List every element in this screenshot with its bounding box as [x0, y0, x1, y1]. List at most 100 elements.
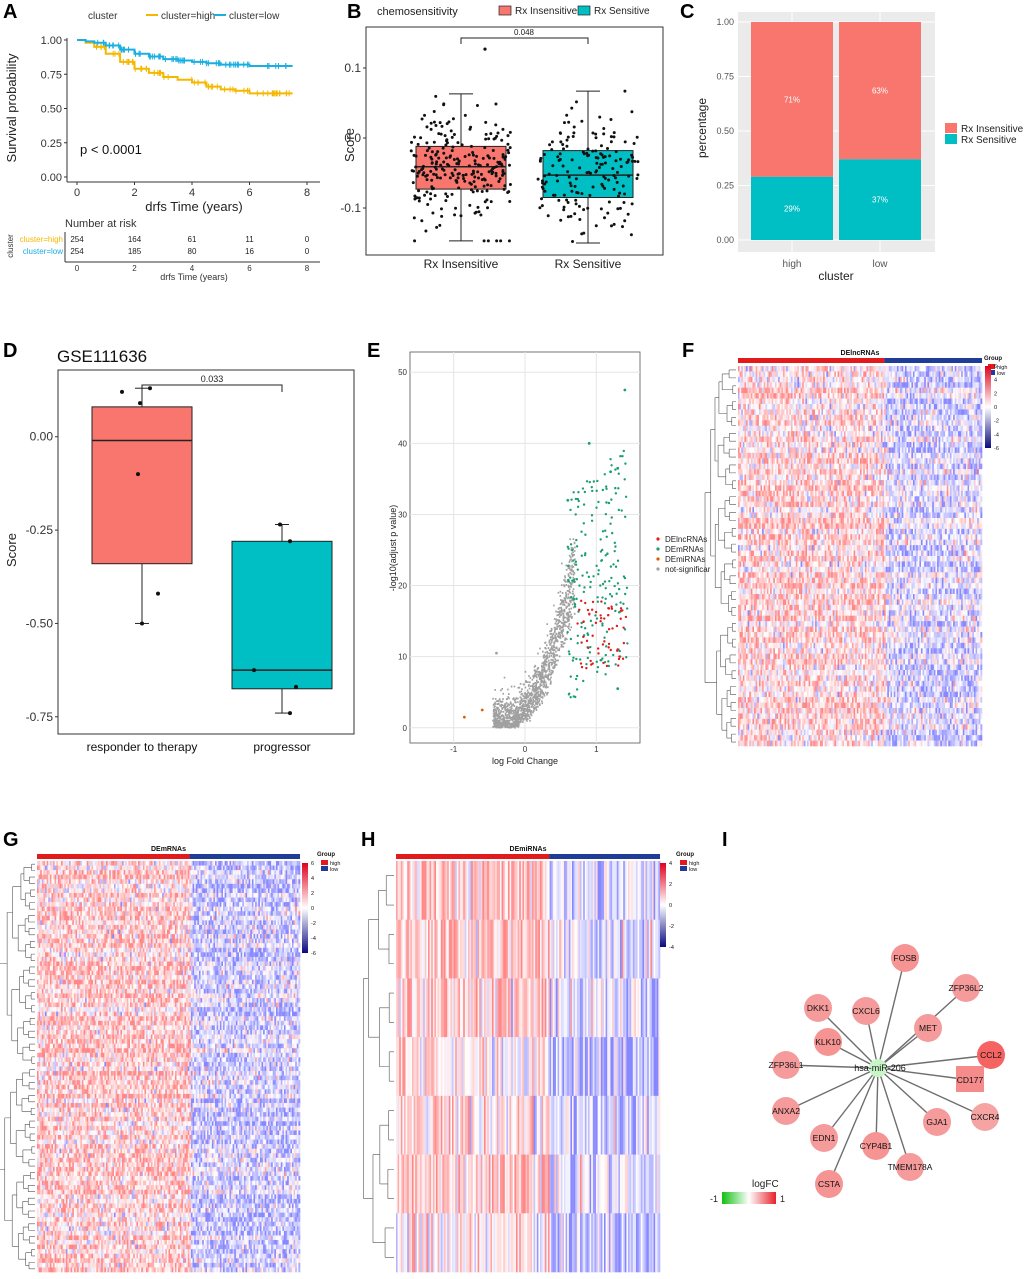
- data-point: [148, 386, 152, 390]
- panel-label-d: D: [3, 340, 17, 362]
- panel-label-h: H: [361, 829, 375, 851]
- legend-swatch: [499, 6, 511, 15]
- heatmap-cell: [980, 382, 982, 388]
- legend-label: DEmRNAs: [665, 545, 704, 554]
- heatmap-cell: [980, 453, 982, 459]
- panel-label-b: B: [347, 1, 361, 23]
- legend-dot: [656, 547, 659, 550]
- heatmap-cell: [980, 366, 982, 372]
- legend-label: DEmiRNAs: [665, 555, 705, 564]
- heatmap-cell: [980, 415, 982, 421]
- y-tick-label: 20: [398, 582, 407, 591]
- risk-cell: 11: [245, 235, 254, 244]
- legend-title: chemosensitivity: [377, 6, 458, 18]
- x-tick-label: 0: [74, 187, 80, 199]
- heatmap-cell: [980, 388, 982, 394]
- x-tick-label: 2: [131, 187, 137, 199]
- highlight-point: [609, 470, 612, 473]
- heatmap-title: DElncRNAs: [841, 350, 880, 357]
- heatmap-cell: [980, 404, 982, 410]
- p-value: 0.048: [514, 28, 535, 37]
- heatmap-cell: [980, 393, 982, 399]
- data-point: [294, 685, 298, 689]
- highlight-point: [481, 709, 484, 712]
- y-axis-label: percentage: [695, 98, 709, 158]
- heatmap-cell: [980, 464, 982, 470]
- y-tick-label: -0.50: [26, 616, 54, 630]
- legend-dot: [656, 567, 659, 570]
- legend-label: Rx Sensitive: [594, 6, 650, 17]
- y-tick-label: 0.75: [716, 72, 734, 82]
- y-tick-label: 0.00: [30, 430, 54, 444]
- panel-label-e: E: [367, 340, 380, 362]
- risk-cell: 16: [245, 247, 254, 256]
- legend-swatch: [945, 123, 957, 133]
- x-tick-label: 8: [304, 187, 310, 199]
- heatmap-cell: [980, 409, 982, 415]
- risk-x-tick-label: 0: [75, 264, 80, 273]
- panel-label-i: I: [722, 829, 728, 851]
- risk-cell: 254: [70, 235, 84, 244]
- y-tick-label: 50: [398, 368, 407, 377]
- heatmap-cell: [980, 529, 982, 535]
- y-tick-label: 0.25: [41, 138, 62, 150]
- x-tick-label: 4: [189, 187, 195, 199]
- heatmap-cell: [980, 518, 982, 524]
- box-progressor: [232, 541, 332, 688]
- y-tick-label: 10: [398, 653, 407, 662]
- legend-label: Rx Insensitive: [961, 124, 1024, 135]
- group-bar-low: [884, 358, 982, 363]
- risk-cell: 164: [128, 235, 142, 244]
- x-tick-label: high: [783, 259, 802, 270]
- heatmap-cell: [980, 475, 982, 481]
- y-tick-label: 0.25: [716, 181, 734, 191]
- x-tick-label: 1: [594, 745, 599, 754]
- x-tick-label: progressor: [253, 740, 310, 754]
- heatmap-cell: [980, 399, 982, 405]
- legend-title: cluster: [88, 11, 118, 22]
- x-tick-label: Rx Sensitive: [555, 257, 622, 271]
- data-point: [136, 472, 140, 476]
- y-axis-label: Survival probability: [4, 53, 19, 163]
- y-tick-label: 30: [398, 510, 407, 519]
- y-tick-label: 0: [403, 724, 408, 733]
- legend-label: DElncRNAs: [665, 535, 707, 544]
- y-axis-label: -log10(adjust p value): [388, 505, 398, 592]
- panel-c-stacked-bar: 0.000.250.500.751.0071%29%high63%37%lowc…: [695, 12, 1024, 283]
- censor-marks-low: [98, 40, 286, 69]
- legend-label: cluster=low: [229, 11, 280, 22]
- highlight-point: [566, 499, 569, 502]
- risk-cell: 254: [70, 247, 84, 256]
- risk-table-title: Number at risk: [65, 218, 137, 230]
- panel-d-boxplot: GSE1116360.00-0.25-0.50-0.75Scorerespond…: [4, 347, 354, 754]
- risk-cell: 61: [188, 235, 197, 244]
- panel-label-g: G: [3, 829, 19, 851]
- heatmap-cell: [980, 447, 982, 453]
- x-tick-label: low: [872, 259, 888, 270]
- highlight-point: [463, 716, 466, 719]
- group-bar-high: [738, 358, 884, 363]
- y-axis-label: Score: [4, 533, 19, 567]
- x-tick-label: 0: [523, 745, 528, 754]
- heatmap-cells: [738, 366, 982, 746]
- heatmap-cell: [980, 496, 982, 502]
- risk-row-label: cluster=low: [23, 247, 63, 256]
- x-axis-label: cluster: [818, 269, 853, 283]
- legend-swatch: [578, 6, 590, 15]
- y-tick-label: 0.50: [716, 126, 734, 136]
- data-point: [138, 401, 142, 405]
- heatmap-cell: [980, 431, 982, 437]
- risk-x-tick-label: 6: [247, 264, 252, 273]
- data-point: [288, 711, 292, 715]
- heatmap-cell: [980, 513, 982, 519]
- p-value: p < 0.0001: [80, 142, 142, 157]
- heatmap-cell: [980, 377, 982, 383]
- heatmap-cell: [980, 426, 982, 432]
- x-axis-label: drfs Time (years): [145, 199, 243, 214]
- heatmap-cell: [980, 437, 982, 443]
- data-point: [252, 668, 256, 672]
- heatmap-cell: [980, 507, 982, 513]
- y-tick-label: 0.75: [41, 69, 62, 81]
